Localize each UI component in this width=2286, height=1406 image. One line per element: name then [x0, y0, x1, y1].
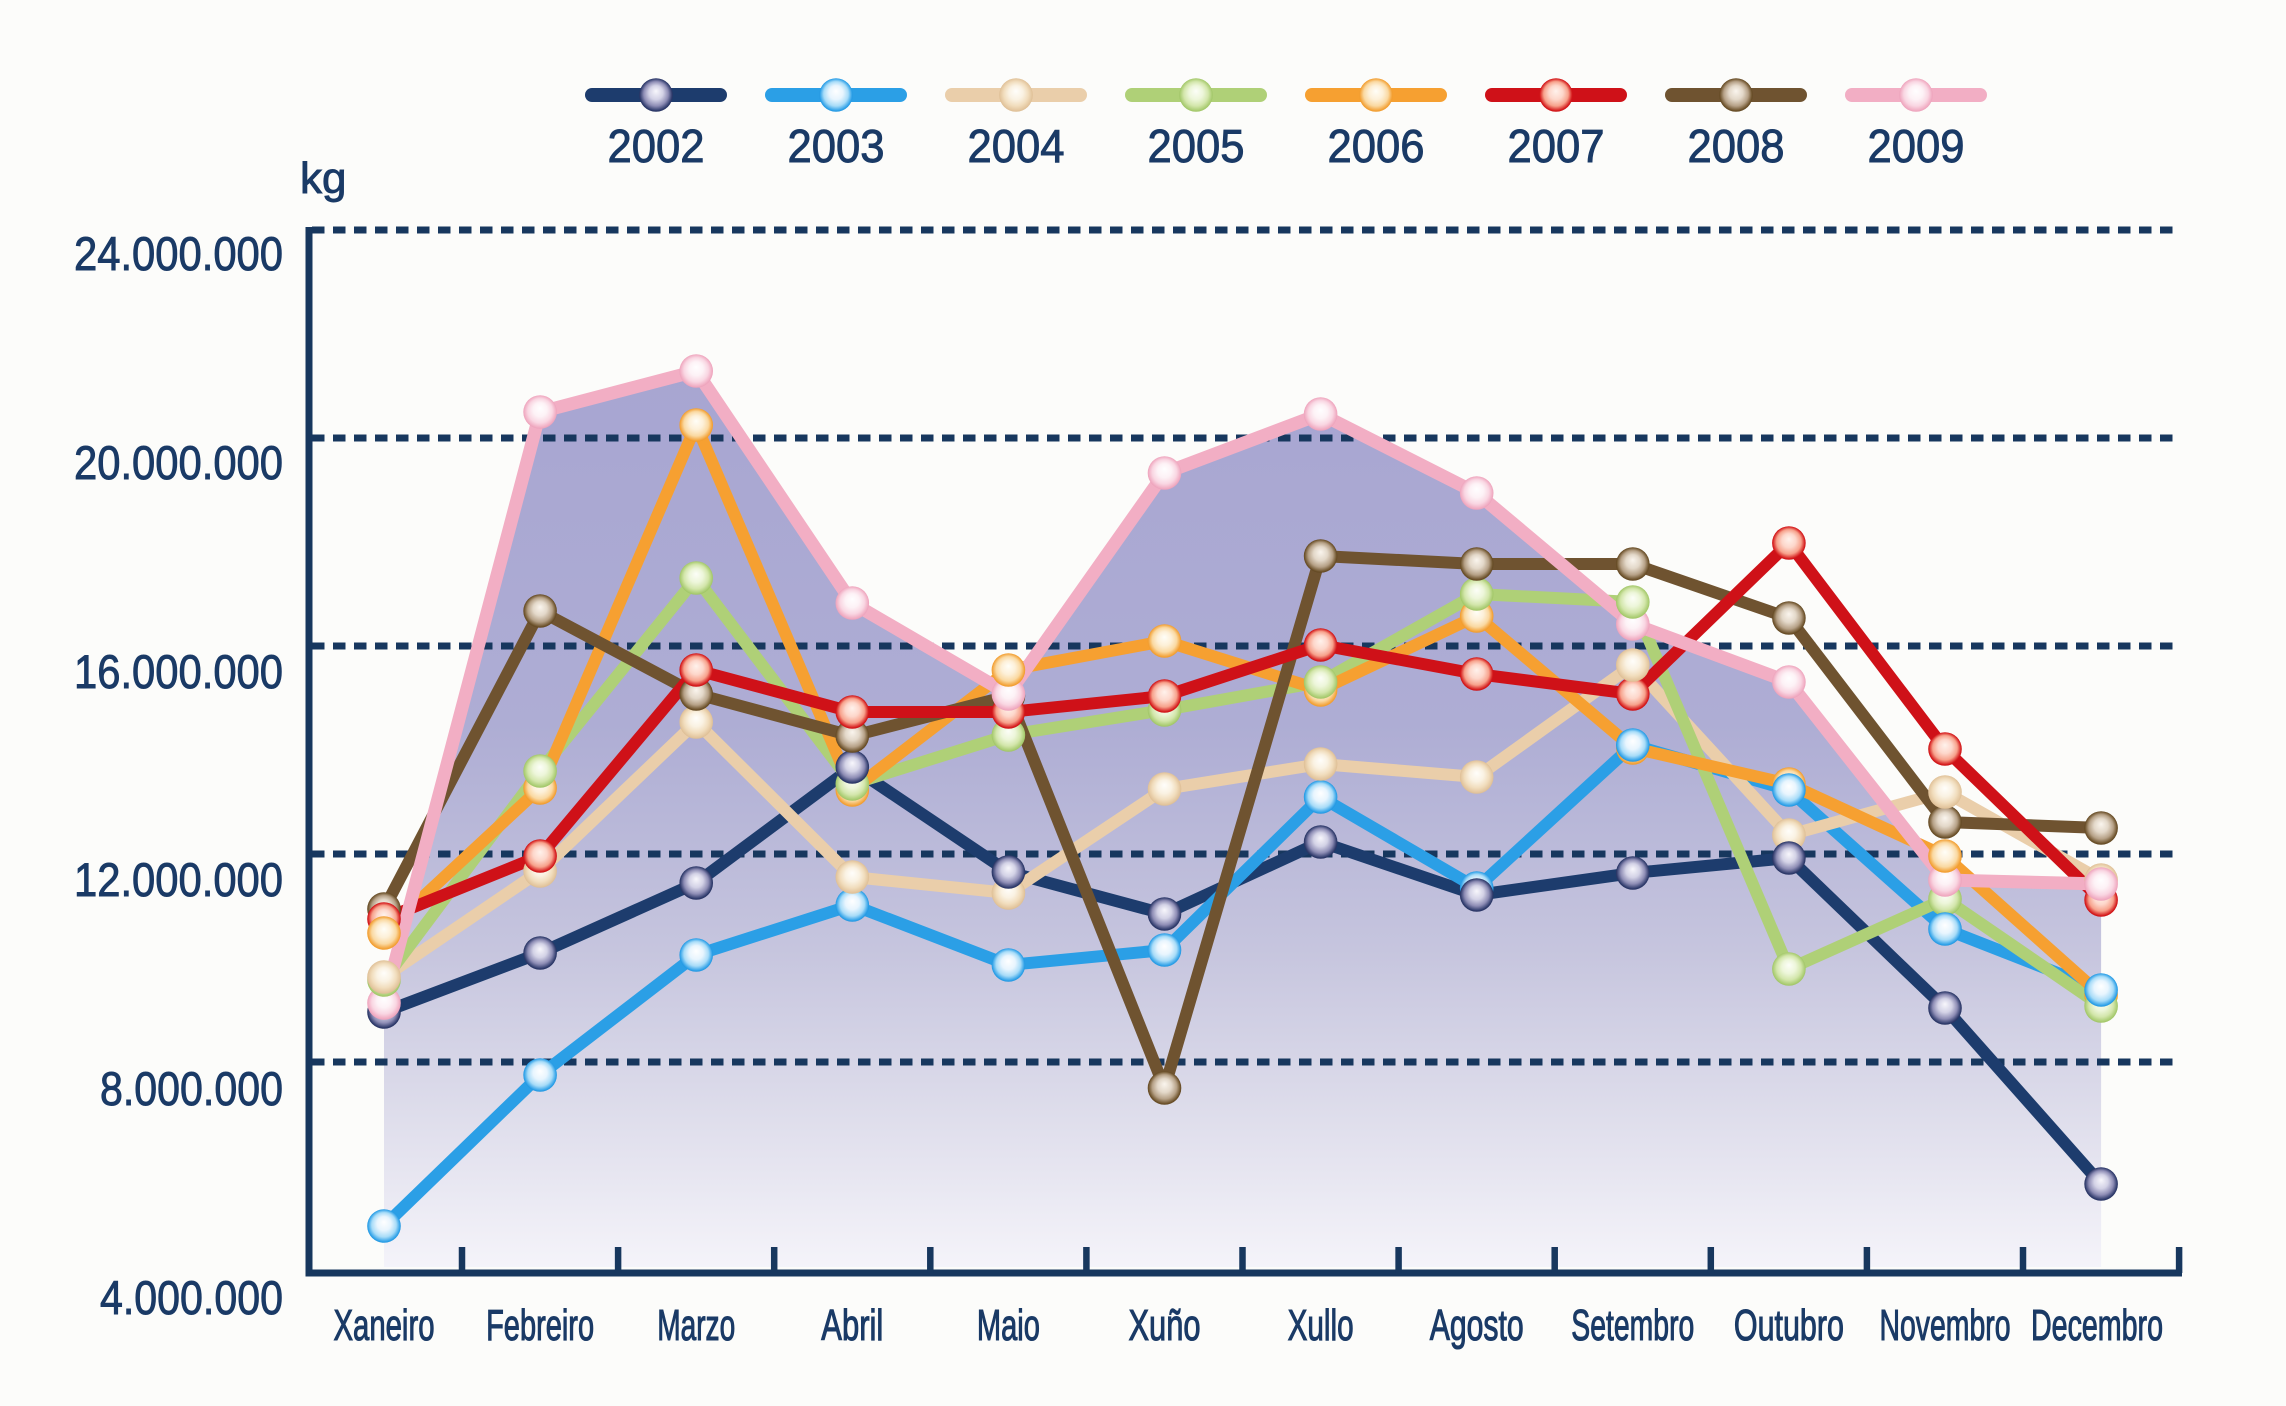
- svg-text:2004: 2004: [968, 120, 1065, 172]
- svg-text:Abril: Abril: [821, 1301, 883, 1350]
- svg-text:2007: 2007: [1508, 120, 1605, 172]
- svg-text:Xullo: Xullo: [1288, 1301, 1354, 1350]
- svg-text:kg: kg: [300, 154, 346, 203]
- svg-text:4.000.000: 4.000.000: [100, 1271, 283, 1324]
- svg-text:Maio: Maio: [977, 1301, 1040, 1350]
- svg-text:2005: 2005: [1148, 120, 1245, 172]
- svg-text:Febreiro: Febreiro: [486, 1301, 594, 1350]
- svg-text:2008: 2008: [1688, 120, 1785, 172]
- svg-text:2003: 2003: [788, 120, 885, 172]
- svg-text:2006: 2006: [1328, 120, 1425, 172]
- svg-text:8.000.000: 8.000.000: [100, 1062, 283, 1115]
- svg-text:12.000.000: 12.000.000: [74, 853, 283, 906]
- svg-text:Xaneiro: Xaneiro: [334, 1301, 435, 1350]
- svg-text:Agosto: Agosto: [1430, 1301, 1524, 1350]
- svg-text:2002: 2002: [608, 120, 705, 172]
- svg-text:Outubro: Outubro: [1734, 1301, 1844, 1350]
- svg-text:2009: 2009: [1868, 120, 1965, 172]
- svg-text:Setembro: Setembro: [1571, 1301, 1694, 1350]
- svg-text:16.000.000: 16.000.000: [74, 645, 283, 698]
- svg-text:24.000.000: 24.000.000: [74, 227, 283, 280]
- svg-text:Marzo: Marzo: [657, 1301, 735, 1350]
- svg-text:Novembro: Novembro: [1880, 1301, 2011, 1350]
- svg-text:20.000.000: 20.000.000: [74, 436, 283, 489]
- svg-text:Decembro: Decembro: [2031, 1301, 2163, 1350]
- svg-text:Xuño: Xuño: [1129, 1301, 1201, 1350]
